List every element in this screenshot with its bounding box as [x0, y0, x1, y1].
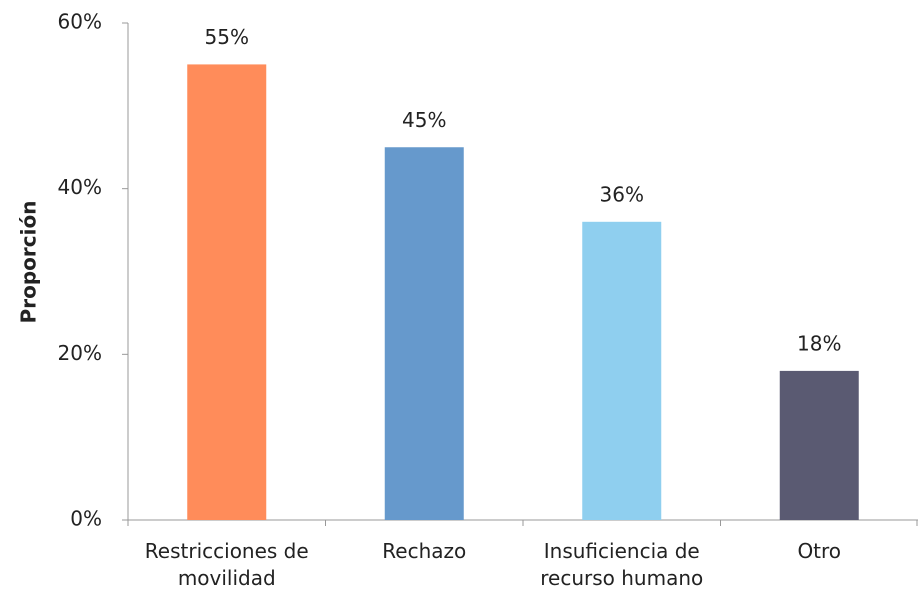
- value-label: 36%: [600, 182, 644, 206]
- bar: [384, 147, 464, 520]
- bar: [187, 64, 267, 521]
- x-tick-label-line: movilidad: [178, 566, 276, 590]
- value-label: 18%: [797, 331, 841, 355]
- y-tick-label: 20%: [58, 341, 102, 365]
- x-tick-label-line: Rechazo: [382, 539, 466, 563]
- value-label: 45%: [402, 108, 446, 132]
- x-tick-label: Restricciones de movilidad: [145, 539, 309, 590]
- x-tick-label-line: recurso humano: [540, 566, 703, 590]
- y-tick-label: 60%: [58, 10, 102, 34]
- x-tick-label-line: Insuficiencia de: [544, 539, 700, 563]
- y-axis-label: Proporción: [17, 201, 41, 324]
- y-tick-label: 0%: [70, 507, 102, 531]
- x-tick-label: Insuficiencia de recurso humano: [540, 539, 703, 590]
- x-tick-label: Rechazo: [382, 539, 466, 563]
- x-tick-label-line: Restricciones de: [145, 539, 309, 563]
- bar: [582, 221, 662, 521]
- x-tick-label-line: Otro: [797, 539, 841, 563]
- value-label: 55%: [205, 25, 249, 49]
- bar: [779, 370, 859, 520]
- x-tick-label: Otro: [797, 539, 841, 563]
- y-tick-label: 40%: [58, 175, 102, 199]
